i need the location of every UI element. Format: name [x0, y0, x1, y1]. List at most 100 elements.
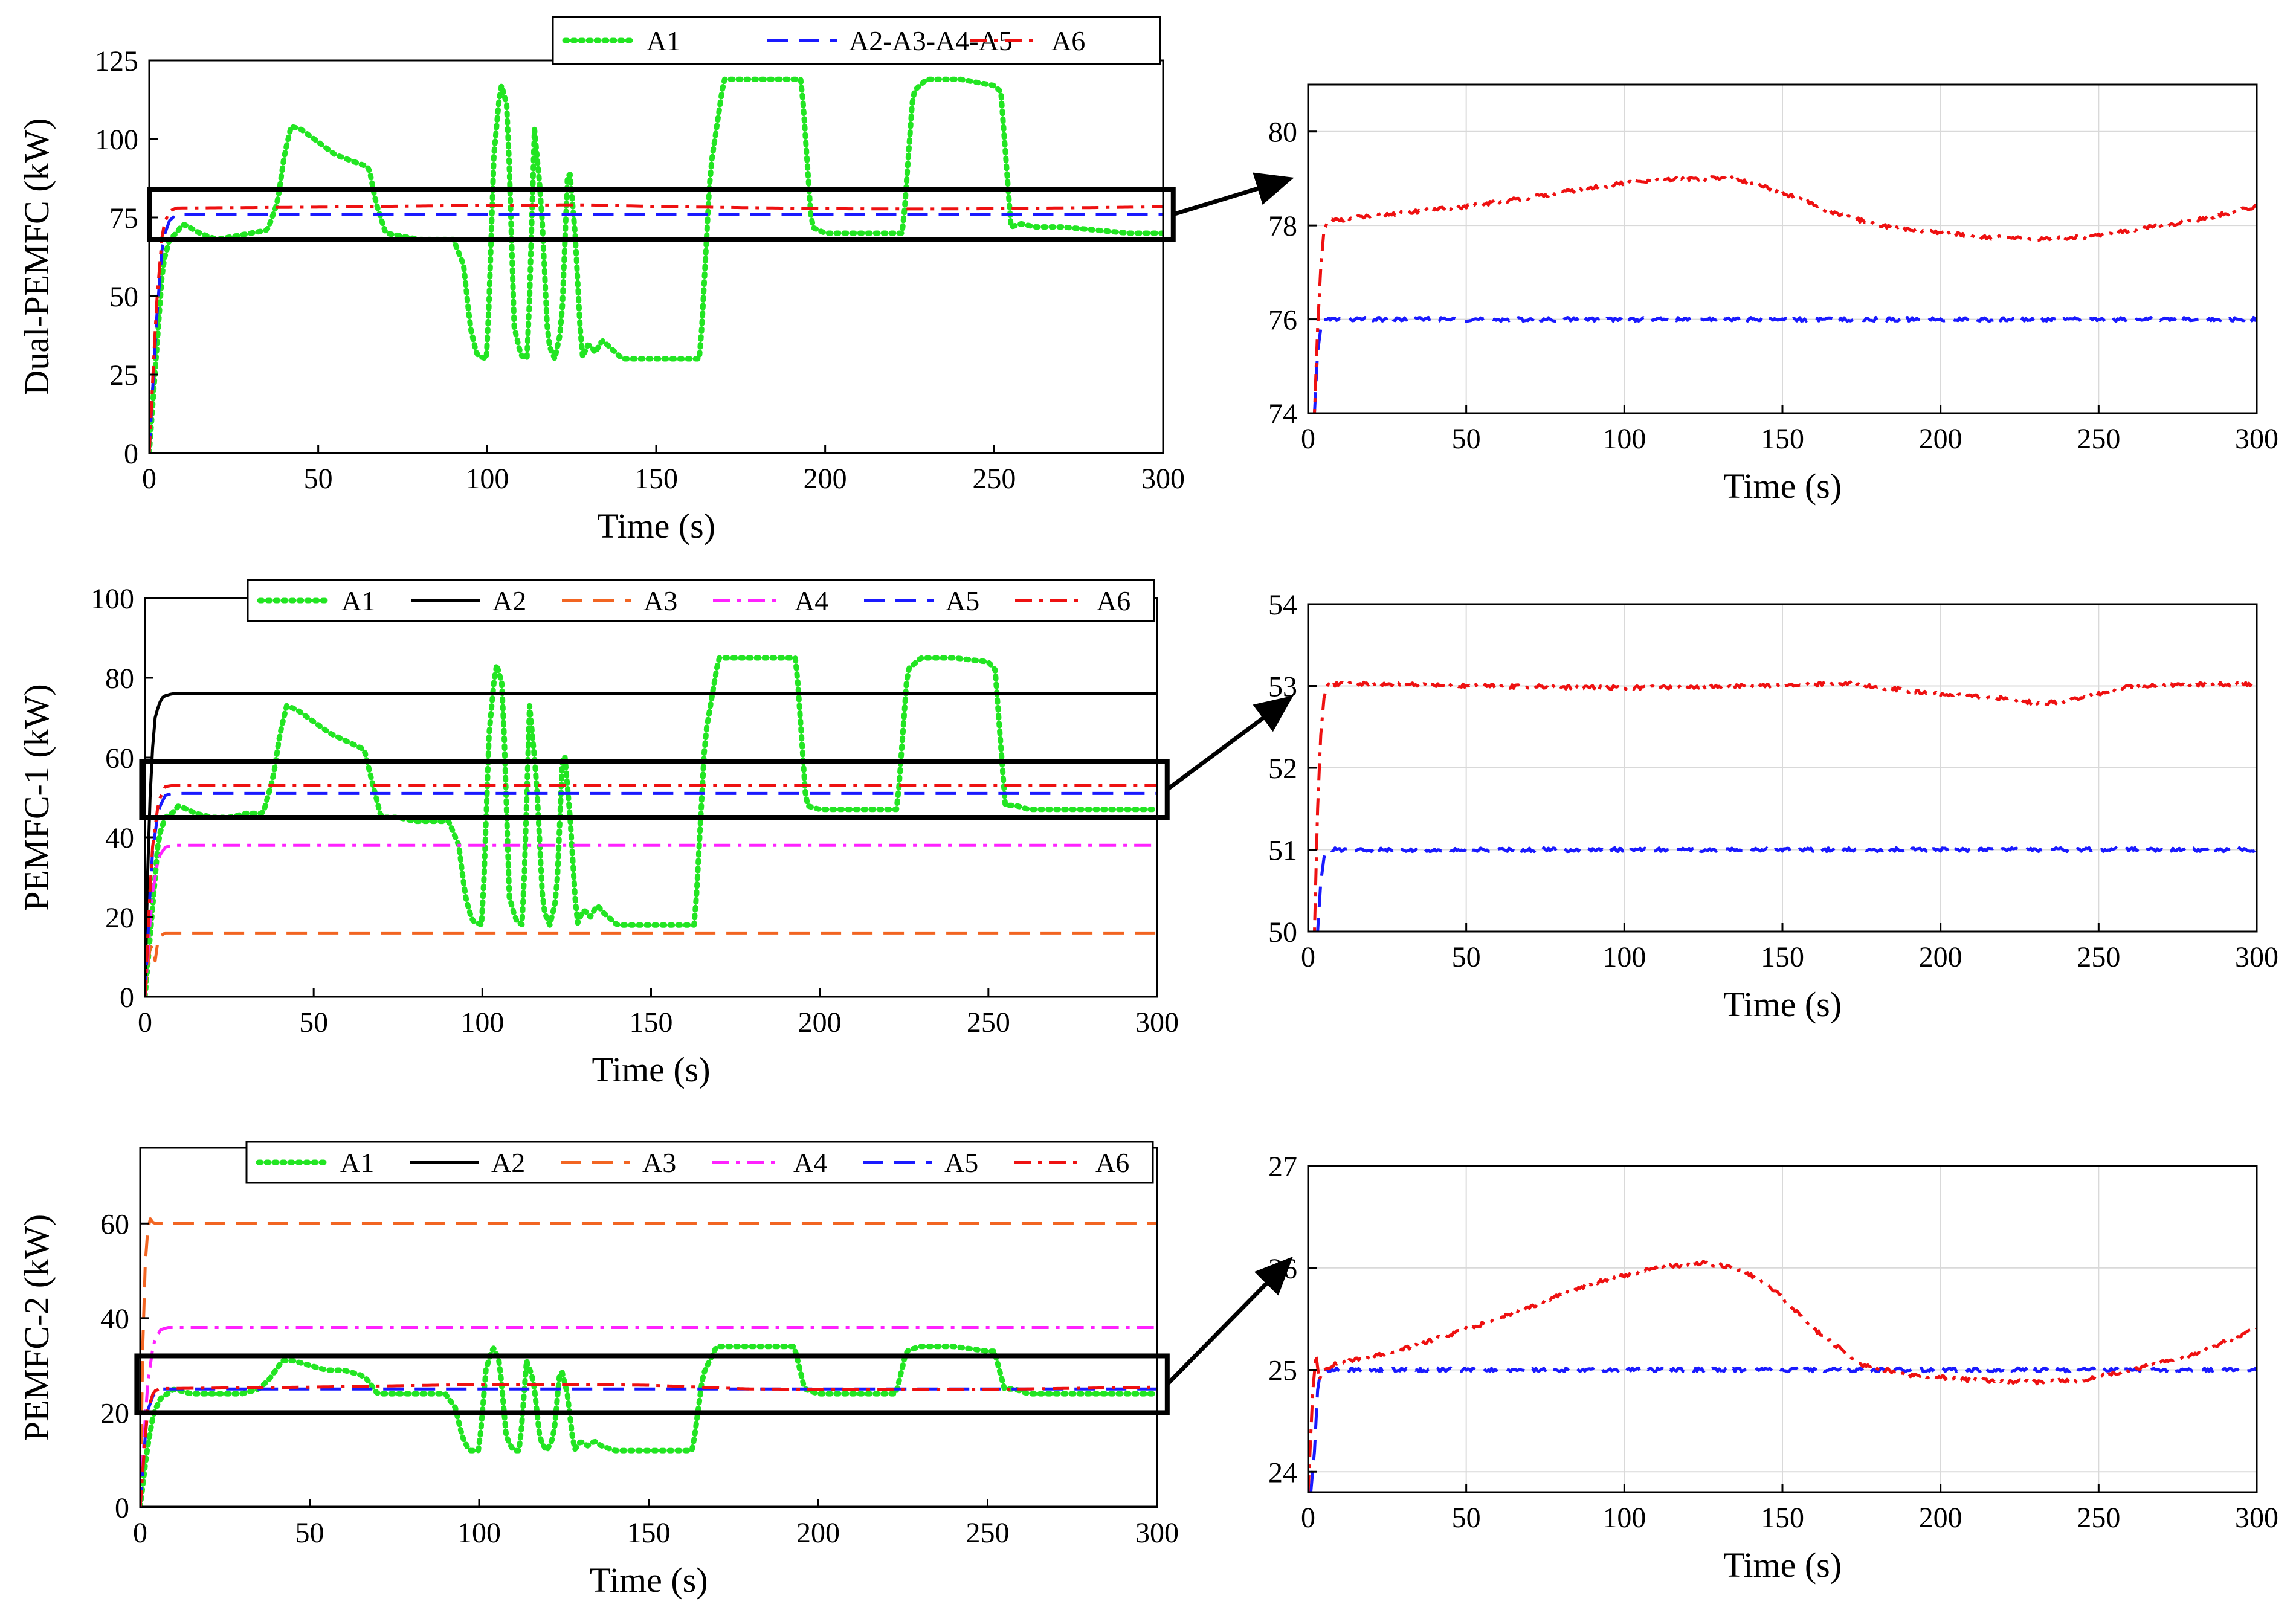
y-tick-label: 40: [100, 1303, 129, 1335]
legend-label-a2: A2: [491, 1147, 525, 1178]
legend-label-a5: A5: [944, 1147, 978, 1178]
y-tick-label: 0: [124, 438, 138, 470]
y-axis-title: Dual-PEMFC (kW): [17, 118, 56, 395]
legend-label-a2-a3-a4-a5: A2-A3-A4-A5: [849, 25, 1013, 56]
legend-label-a1: A1: [647, 25, 680, 56]
x-tick-label: 50: [1452, 941, 1481, 973]
x-tick-label: 300: [2235, 1502, 2278, 1534]
x-tick-label: 200: [1919, 423, 1962, 455]
x-tick-label: 200: [1919, 1502, 1962, 1534]
x-tick-label: 200: [796, 1517, 840, 1549]
series-a6: [1312, 680, 2257, 932]
legend: A1 A2 A3 A4 A5 A6: [247, 579, 1155, 622]
series-a2-a3-a4-a5: [149, 213, 1163, 453]
x-tick-label: 100: [1602, 1502, 1646, 1534]
zoom-arrow: [1166, 695, 1294, 791]
x-tick-label: 0: [142, 463, 156, 495]
x-tick-label: 100: [457, 1517, 501, 1549]
y-tick-label: 100: [91, 583, 134, 615]
series-a3: [140, 1217, 1157, 1507]
pemfc2-main-panel: 0 50 100 150 200 250 300 0 20 40 60 Time (s) PEMFC-2…: [17, 1141, 1179, 1600]
series-a6: [149, 203, 1163, 453]
x-tick-label: 150: [1761, 423, 1804, 455]
legend-label-a1: A1: [341, 585, 375, 616]
dual-main-axes-frame: [148, 59, 1164, 454]
y-tick-label: 25: [1268, 1355, 1297, 1387]
x-tick-label: 200: [798, 1006, 842, 1038]
x-axis-title: Time (s): [1723, 985, 1842, 1024]
zoom-arrow: [1166, 1257, 1293, 1386]
x-tick-label: 0: [1301, 941, 1315, 973]
y-tick-label: 40: [105, 822, 134, 854]
legend-label-a3: A3: [643, 585, 677, 616]
x-axis-title: Time (s): [1723, 466, 1842, 506]
series-a6: [145, 784, 1157, 997]
y-tick-label: 54: [1268, 589, 1297, 621]
legend-label-a4: A4: [795, 585, 828, 616]
legend: A1 A2 A3 A4 A5 A6: [245, 1141, 1154, 1184]
series-a1: [149, 76, 1163, 453]
y-tick-label: 0: [115, 1492, 129, 1524]
legend-frame: [245, 1141, 1154, 1184]
x-tick-label: 300: [2235, 423, 2278, 455]
dual-zoom-series-group: [1312, 175, 2257, 413]
x-tick-label: 150: [1761, 941, 1804, 973]
series-a4: [140, 1326, 1157, 1507]
x-tick-label: 100: [1602, 423, 1646, 455]
series-a1: [140, 1344, 1157, 1507]
y-tick-label: 20: [100, 1397, 129, 1429]
x-tick-label: 250: [967, 1006, 1010, 1038]
y-tick-label: 24: [1268, 1457, 1297, 1489]
x-tick-label: 150: [630, 1006, 673, 1038]
y-tick-label: 25: [109, 359, 138, 391]
zoom-box: [147, 187, 1176, 242]
legend-frame: [247, 579, 1155, 622]
x-tick-label: 250: [2077, 423, 2120, 455]
series-a2: [145, 692, 1157, 997]
x-tick-label: 250: [966, 1517, 1010, 1549]
y-tick-label: 60: [105, 742, 134, 774]
zoom-arrow: [1172, 172, 1294, 217]
y-tick-label: 53: [1268, 671, 1297, 703]
y-tick-label: 51: [1268, 835, 1297, 867]
pemfc2-zoom-series-group: [1308, 1260, 2257, 1492]
y-tick-label: 27: [1268, 1151, 1297, 1183]
x-tick-label: 150: [634, 463, 678, 495]
x-tick-label: 0: [1301, 423, 1315, 455]
x-tick-label: 0: [138, 1006, 152, 1038]
legend: A1 A2-A3-A4-A5 A6: [552, 16, 1161, 65]
y-tick-label: 125: [95, 45, 138, 77]
y-tick-label: 74: [1268, 398, 1297, 430]
series-a5: [1309, 1366, 2257, 1492]
legend-label-a3: A3: [642, 1147, 676, 1178]
y-axis-title: PEMFC-1 (kW): [17, 684, 56, 910]
legend-label-a6: A6: [1051, 25, 1085, 56]
series-a5: [1312, 315, 2257, 413]
legend-label-a4: A4: [793, 1147, 827, 1178]
legend-label-a5: A5: [946, 585, 979, 616]
y-tick-label: 80: [105, 663, 134, 695]
dual-main-panel: 0 50 100 150 200 250 300 0 25 50 75 100 125 Time (s) D…: [17, 16, 1185, 546]
x-tick-label: 100: [1602, 941, 1646, 973]
y-tick-label: 100: [95, 124, 138, 156]
x-tick-label: 250: [972, 463, 1016, 495]
series-a1: [145, 655, 1157, 997]
x-tick-label: 300: [1135, 1006, 1179, 1038]
x-tick-label: 0: [133, 1517, 147, 1549]
x-tick-label: 100: [465, 463, 509, 495]
x-tick-label: 300: [2235, 941, 2278, 973]
series-a6: [1312, 175, 2257, 413]
dual-zoom-panel: 0 50 100 150 200 250 300 74 76 78 80 Time (s): [1268, 83, 2278, 506]
legend-label-a6: A6: [1097, 585, 1130, 616]
legend-frame: [552, 16, 1161, 65]
pemfc2-main-series-group: [140, 1217, 1157, 1507]
zoom-box: [134, 1353, 1170, 1415]
legend-label-a2: A2: [492, 585, 526, 616]
x-tick-label: 50: [1452, 1502, 1481, 1534]
pemfc1-main-series-group: [145, 655, 1157, 997]
series-a3: [145, 931, 1157, 997]
y-tick-label: 50: [109, 281, 138, 313]
y-tick-label: 50: [1268, 916, 1297, 948]
pemfc2-zoom-panel: 05010015020025030024252627Time (s): [1268, 1151, 2278, 1585]
